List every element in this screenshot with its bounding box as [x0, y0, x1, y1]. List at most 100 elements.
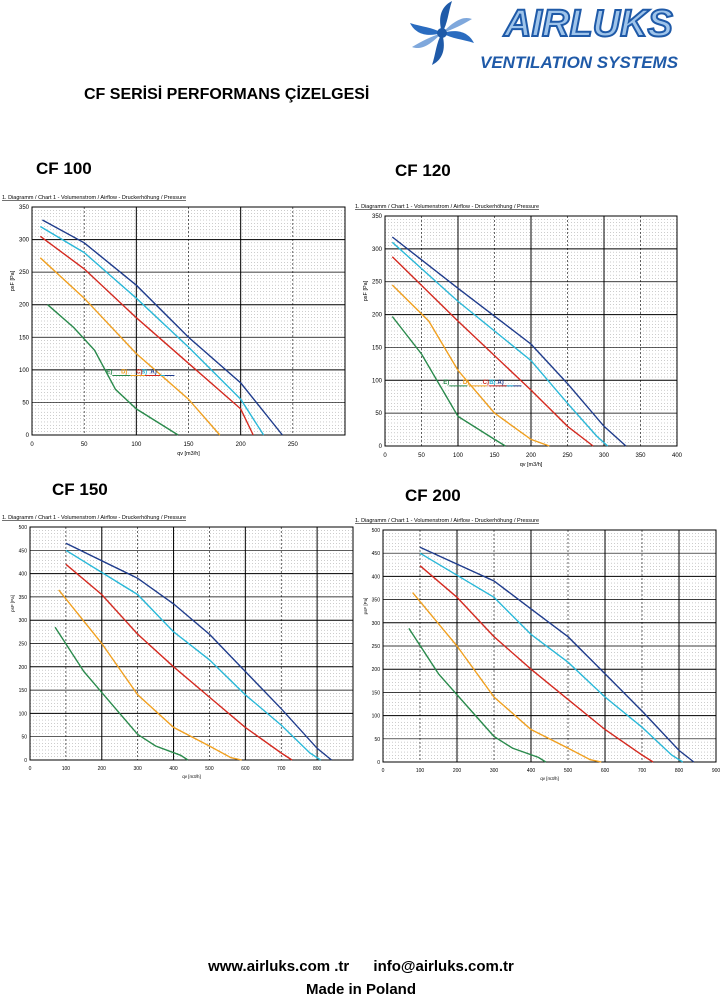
x-tick-label: 0 — [30, 442, 34, 448]
y-tick-label: 500 — [372, 528, 381, 534]
y-axis-label: psF [Pa] — [363, 280, 369, 301]
y-tick-label: 0 — [26, 433, 30, 439]
x-tick-label: 400 — [672, 453, 683, 459]
x-tick-label: 50 — [81, 442, 88, 448]
y-tick-label: 150 — [19, 335, 30, 341]
airluks-logo: AIRLUKS VENTILATION SYSTEMS — [402, 0, 720, 74]
chart-cf200: 1. Diagramm / Chart 1 - Volumenstrom / A… — [353, 511, 722, 786]
x-tick-label: 100 — [62, 766, 71, 772]
curve-label-d: D) — [121, 369, 127, 375]
series-line-e — [54, 626, 189, 761]
series-line-d — [412, 592, 602, 763]
chart-svg: 1. Diagramm / Chart 1 - Volumenstrom / A… — [2, 195, 346, 457]
y-tick-label: 300 — [372, 247, 383, 253]
series-line-c — [39, 235, 254, 436]
y-tick-label: 250 — [372, 644, 381, 650]
x-tick-label: 200 — [236, 442, 247, 448]
y-tick-label: 200 — [372, 667, 381, 673]
y-tick-label: 450 — [19, 548, 28, 554]
chart-cf100: 1. Diagramm / Chart 1 - Volumenstrom / A… — [0, 183, 355, 463]
x-tick-label: 400 — [527, 768, 536, 774]
model-title-cf150: CF 150 — [52, 480, 108, 499]
y-tick-label: 100 — [372, 714, 381, 720]
curve-label-d: D) — [463, 380, 469, 386]
series-line-b — [391, 241, 609, 447]
x-tick-label: 100 — [453, 453, 464, 459]
y-axis-label: psF [Pa] — [10, 270, 16, 291]
y-tick-label: 150 — [372, 690, 381, 696]
x-axis-label: qv [m3/h] — [520, 462, 543, 468]
x-tick-label: 600 — [241, 766, 250, 772]
y-tick-label: 300 — [19, 618, 28, 624]
series-line-c — [65, 563, 293, 761]
y-tick-label: 0 — [24, 758, 27, 764]
y-tick-label: 100 — [19, 711, 28, 717]
curve-label-e: E) — [106, 369, 112, 375]
y-tick-label: 150 — [372, 345, 383, 351]
y-tick-label: 350 — [19, 595, 28, 601]
chart-svg: 1. Diagramm / Chart 1 - Volumenstrom / A… — [355, 204, 683, 468]
y-tick-label: 400 — [372, 574, 381, 580]
x-tick-label: 250 — [562, 453, 573, 459]
y-tick-label: 350 — [372, 214, 383, 220]
series-line-b — [39, 225, 265, 436]
x-tick-label: 0 — [383, 453, 387, 459]
x-tick-label: 600 — [601, 768, 610, 774]
series-line-a — [391, 236, 627, 447]
email-link[interactable]: info@airluks.com.tr — [373, 958, 514, 975]
y-tick-label: 350 — [19, 205, 30, 211]
x-tick-label: 700 — [277, 766, 286, 772]
model-title-cf120: CF 120 — [395, 161, 451, 180]
y-tick-label: 0 — [379, 444, 383, 450]
x-tick-label: 800 — [675, 768, 684, 774]
y-tick-label: 300 — [19, 238, 30, 244]
x-tick-label: 700 — [638, 768, 647, 774]
y-tick-label: 150 — [19, 688, 28, 694]
chart-svg: 1. Diagramm / Chart 1 - Volumenstrom / A… — [355, 518, 721, 781]
y-axis-label: psF [Pa] — [10, 595, 15, 612]
y-tick-label: 450 — [372, 551, 381, 557]
x-tick-label: 0 — [29, 766, 32, 772]
x-tick-label: 500 — [564, 768, 573, 774]
x-tick-label: 200 — [526, 453, 537, 459]
series-line-c — [419, 565, 654, 763]
y-tick-label: 300 — [372, 621, 381, 627]
logo-wordmark: AIRLUKS — [503, 3, 673, 45]
y-tick-label: 50 — [22, 400, 29, 406]
x-tick-label: 500 — [205, 766, 214, 772]
made-in-label: Made in Poland — [305, 981, 416, 998]
series-line-e — [408, 628, 547, 763]
x-tick-label: 250 — [288, 442, 299, 448]
series-line-d — [39, 257, 221, 436]
x-tick-label: 300 — [133, 766, 142, 772]
y-tick-label: 250 — [372, 280, 383, 286]
curve-label-a: A) — [497, 380, 503, 386]
website-link[interactable]: www.airluks.com .tr — [208, 958, 350, 975]
curve-label-c: C) — [483, 380, 489, 386]
footer-contact: www.airluks.com .tr info@airluks.com.tr — [0, 958, 722, 975]
series-line-e — [391, 316, 506, 447]
x-tick-label: 900 — [712, 768, 721, 774]
x-tick-label: 300 — [599, 453, 610, 459]
series-line-a — [42, 219, 283, 436]
x-tick-label: 350 — [635, 453, 646, 459]
x-tick-label: 200 — [98, 766, 107, 772]
curve-label-c: C) — [136, 369, 142, 375]
chart-title: 1. Diagramm / Chart 1 - Volumenstrom / A… — [2, 195, 186, 201]
model-title-cf100: CF 100 — [36, 159, 92, 178]
x-tick-label: 100 — [416, 768, 425, 774]
y-tick-label: 350 — [372, 598, 381, 604]
chart-title: 1. Diagramm / Chart 1 - Volumenstrom / A… — [2, 515, 186, 521]
x-tick-label: 150 — [183, 442, 194, 448]
plot-frame — [382, 529, 717, 763]
y-tick-label: 50 — [374, 737, 380, 743]
x-tick-label: 150 — [489, 453, 500, 459]
x-tick-label: 100 — [131, 442, 142, 448]
series-line-c — [391, 256, 594, 447]
model-title-cf200: CF 200 — [405, 486, 461, 505]
series-line-b — [419, 552, 684, 763]
page-title: CF SERİSİ PERFORMANS ÇİZELGESİ — [84, 86, 370, 103]
x-tick-label: 50 — [418, 453, 425, 459]
plot-frame — [29, 526, 354, 761]
series-line-e — [47, 304, 179, 436]
